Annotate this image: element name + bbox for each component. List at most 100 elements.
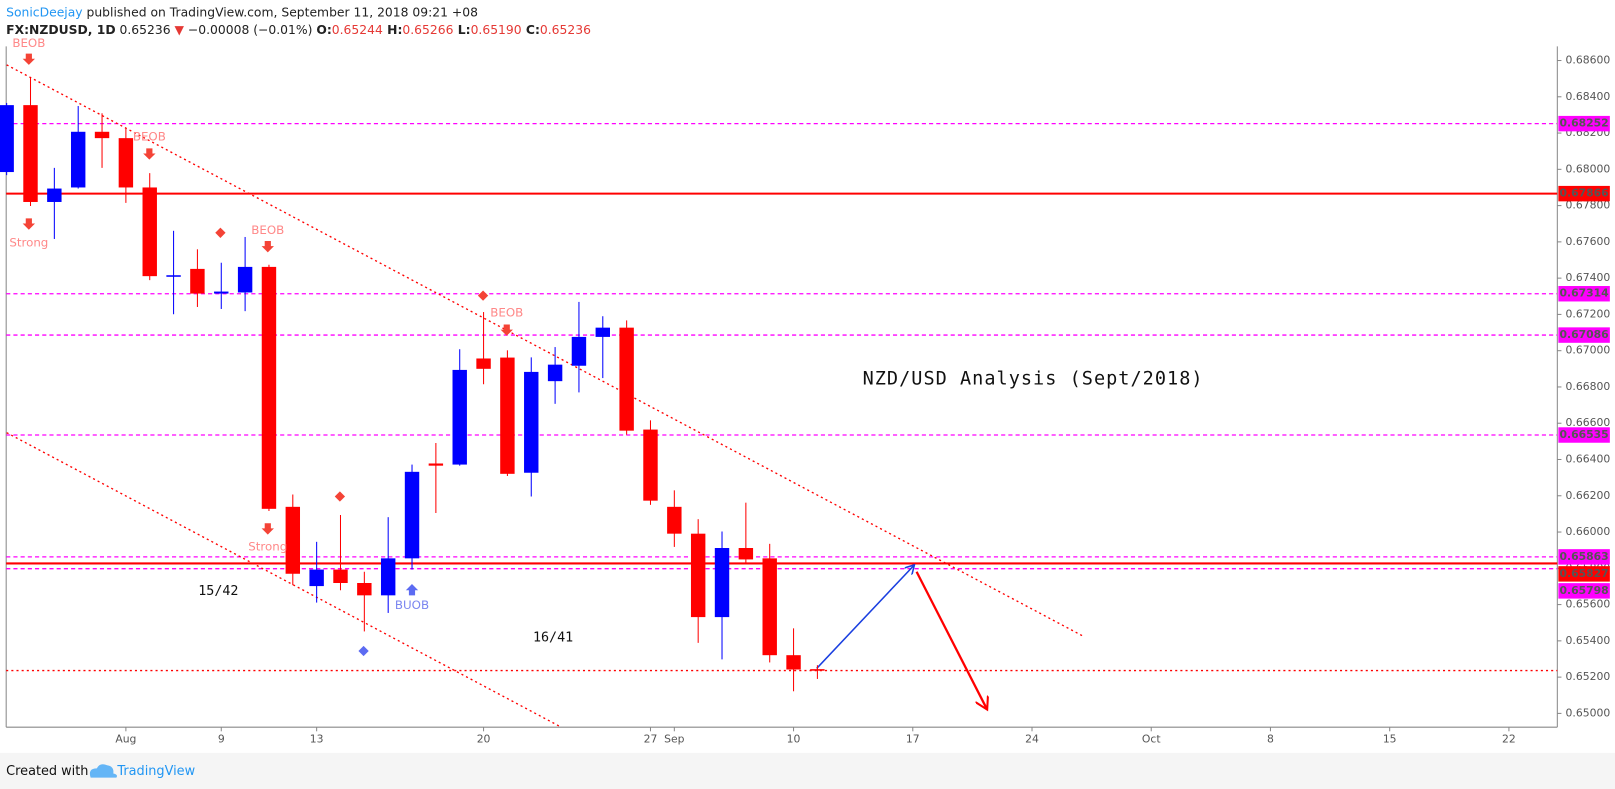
header-part: L: <box>453 22 470 36</box>
header-line-1: SonicDeejay published on TradingView.com… <box>6 5 478 19</box>
candle-body <box>714 548 730 618</box>
candle-body <box>70 131 86 188</box>
annotation: BEOB <box>12 36 45 50</box>
y-tick-label: 0.68000 <box>1566 162 1611 175</box>
price-level-label: 0.67866 <box>1560 187 1609 200</box>
header-text: SonicDeejay published on TradingView.com… <box>6 5 478 19</box>
x-tick-label: 17 <box>906 733 920 746</box>
candle-body <box>190 268 205 294</box>
annotation: Strong <box>9 236 48 250</box>
candle-body <box>118 138 134 188</box>
header-part: FX:NZDUSD, 1D <box>6 22 115 36</box>
candle-body <box>23 105 38 202</box>
candle-body <box>452 369 467 465</box>
footer-bar <box>0 752 1615 789</box>
annotation: BEOB <box>133 130 166 144</box>
header-line-2: FX:NZDUSD, 1D 0.65236 ▼ −0.00008 (−0.01%… <box>6 22 591 36</box>
candle-body <box>357 583 372 596</box>
candle-body <box>690 533 706 618</box>
tradingview-logo <box>89 764 117 778</box>
price-level-label: 0.65827 <box>1560 567 1609 580</box>
candle-body <box>810 669 825 671</box>
candle-body <box>166 275 181 277</box>
x-tick-label: 15 <box>1383 733 1397 746</box>
price-level-badge <box>1558 427 1610 443</box>
price-level-label: 0.67086 <box>1560 328 1609 341</box>
candle-body <box>428 463 444 466</box>
candle-body <box>762 558 777 656</box>
footer-created: Created with <box>6 764 88 779</box>
annotation: BEOB <box>490 306 523 320</box>
candle-body <box>476 358 491 369</box>
header-part: H: <box>383 22 403 36</box>
y-tick-label: 0.65600 <box>1566 598 1611 611</box>
candle-body <box>333 569 348 584</box>
y-tick-label: 0.67200 <box>1566 307 1611 320</box>
price-level-badge <box>1558 566 1610 582</box>
down-arrow-marker <box>500 324 513 336</box>
x-tick-label: 22 <box>1502 733 1516 746</box>
candle-body <box>47 188 62 202</box>
price-level-label: 0.68252 <box>1560 117 1609 130</box>
candle-body <box>500 357 515 474</box>
candle-body <box>524 371 539 473</box>
y-tick-label: 0.66800 <box>1566 380 1611 393</box>
down-arrow-marker <box>22 218 36 230</box>
y-tick-label: 0.66000 <box>1566 525 1611 538</box>
candle-body <box>667 506 682 534</box>
price-level-badge <box>1558 583 1610 599</box>
footer-brand[interactable]: TradingView <box>116 764 195 779</box>
trend-line <box>6 64 1083 637</box>
down-arrow-marker <box>22 53 36 65</box>
header-part: 0.65244 <box>332 22 383 36</box>
candle-body <box>285 506 301 574</box>
price-level-label: 0.67314 <box>1560 287 1610 300</box>
y-tick-label: 0.66400 <box>1566 452 1611 465</box>
header-part: published on TradingView.com, September … <box>83 5 479 19</box>
annotation: 16/41 <box>533 631 573 646</box>
candle-body <box>261 266 277 509</box>
annotation: BEOB <box>251 223 284 237</box>
header-text: FX:NZDUSD, 1D 0.65236 ▼ −0.00008 (−0.01%… <box>6 22 591 36</box>
candle-body <box>619 327 634 431</box>
x-tick-label: 24 <box>1025 733 1039 746</box>
price-level-badge <box>1558 115 1610 132</box>
y-tick-label: 0.66200 <box>1566 489 1611 502</box>
y-tick-label: 0.67600 <box>1566 235 1611 248</box>
chart-title: NZD/USD Analysis (Sept/2018) <box>863 369 1204 390</box>
y-tick-label: 0.65200 <box>1566 670 1611 683</box>
x-tick-label: 9 <box>218 733 225 746</box>
header-part: 0.65190 <box>471 22 522 36</box>
trend-line <box>6 432 562 728</box>
y-tick-label: 0.66600 <box>1566 416 1611 429</box>
candle-body <box>94 131 110 139</box>
up-arrow-marker <box>405 584 419 596</box>
y-tick-label: 0.68400 <box>1566 90 1611 103</box>
price-level-label: 0.65798 <box>1560 584 1609 597</box>
diamond-marker <box>215 227 226 238</box>
down-arrow-marker <box>261 241 274 253</box>
candle-body <box>643 429 658 501</box>
annotation: BUOB <box>395 598 429 612</box>
candle-body <box>547 364 563 382</box>
header-part: C: <box>522 22 540 36</box>
y-tick-label: 0.68600 <box>1566 54 1611 67</box>
price-level-label: 0.66535 <box>1560 428 1609 441</box>
header-part: −0.00008 (−0.01%) <box>184 22 316 36</box>
candle-body <box>404 471 420 559</box>
candle-body <box>214 291 229 294</box>
header-part: SonicDeejay <box>6 5 82 19</box>
x-tick-label: 20 <box>477 733 491 746</box>
candle-body <box>595 327 611 337</box>
annotation: 15/42 <box>198 584 238 599</box>
y-tick-label: 0.67800 <box>1566 199 1611 212</box>
candle-body <box>571 336 587 366</box>
price-level-badge <box>1558 549 1610 565</box>
candle-body <box>237 266 253 293</box>
arrow-line <box>915 571 987 709</box>
y-tick-label: 0.65400 <box>1566 634 1611 647</box>
x-tick-label: Oct <box>1142 733 1161 746</box>
down-arrow-marker <box>261 523 274 535</box>
candle-body <box>786 655 801 670</box>
